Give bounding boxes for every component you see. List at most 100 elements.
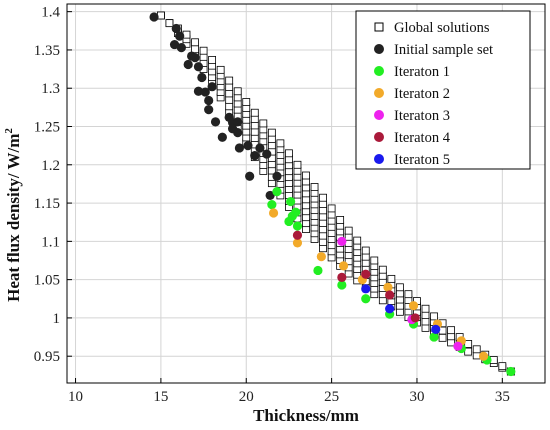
- global-solution-marker: [336, 216, 345, 224]
- point-iteraton-4: [292, 230, 303, 240]
- global-solution-marker: [293, 160, 302, 169]
- point-iteraton-2: [383, 282, 393, 292]
- point-iteraton-2: [478, 351, 489, 361]
- point-initial-sample-set: [217, 132, 227, 142]
- point-iteraton-1: [361, 294, 371, 304]
- point-initial-sample-set: [171, 23, 181, 34]
- y-axis-title: Heat flux density/ W/m2: [3, 128, 23, 302]
- global-solution-marker: [165, 19, 174, 28]
- point-iteraton-5: [361, 284, 371, 294]
- tick-layer: 10 15 20 25 30 35 0.95 1 1.05 1.1 1.15 1.2 1.25 1.3 1.…: [34, 5, 510, 405]
- y-tick-label: 1.15: [34, 196, 60, 212]
- global-solution-marker: [353, 236, 362, 245]
- global-solution-marker: [421, 304, 430, 313]
- y-tick-label: 1.05: [34, 273, 60, 289]
- point-iteraton-2: [292, 238, 303, 248]
- legend-label-iteraton-1: Iteraton 1: [394, 64, 450, 80]
- legend-label-iteraton-3: Iteraton 3: [394, 108, 450, 124]
- point-initial-sample-set: [204, 105, 214, 115]
- y-tick-label: 1.25: [34, 120, 60, 136]
- point-iteraton-4: [385, 290, 395, 300]
- global-solution-marker: [438, 333, 447, 342]
- x-axis-title: Thickness/mm: [253, 406, 359, 425]
- point-iteraton-1: [506, 366, 516, 377]
- global-solution-marker: [447, 326, 456, 335]
- legend-marker-iteraton-2: [374, 88, 384, 98]
- legend-label-iteraton-4: Iteraton 4: [394, 130, 451, 146]
- y-tick-label: 1.4: [41, 5, 60, 21]
- global-solution-marker: [421, 317, 430, 326]
- point-iteraton-1: [272, 186, 282, 197]
- point-iteraton-2: [316, 252, 326, 262]
- point-initial-sample-set: [210, 117, 221, 127]
- point-iteraton-1: [292, 221, 303, 231]
- global-solution-marker: [225, 102, 234, 111]
- legend-label-iteraton-5: Iteraton 5: [394, 152, 450, 168]
- global-solution-marker: [472, 345, 481, 354]
- legend-marker-iteraton-1: [374, 66, 384, 76]
- global-solution-marker: [404, 290, 413, 299]
- global-solution-marker: [378, 265, 387, 274]
- global-solution-marker: [259, 119, 268, 128]
- point-initial-sample-set: [255, 143, 265, 153]
- y-axis-title-superscript: 2: [3, 128, 15, 134]
- y-tick-label: 1.35: [34, 43, 60, 59]
- point-iteraton-5: [431, 324, 441, 335]
- point-initial-sample-set: [243, 141, 253, 151]
- point-iteraton-4: [337, 272, 347, 282]
- y-tick-label: 1.2: [41, 158, 60, 174]
- point-initial-sample-set: [190, 52, 200, 63]
- global-solution-marker: [370, 256, 379, 265]
- global-solution-marker: [430, 312, 438, 321]
- x-tick-label: 10: [68, 389, 83, 405]
- point-initial-sample-set: [149, 12, 159, 22]
- global-solution-marker: [225, 83, 234, 91]
- point-iteraton-4: [361, 269, 371, 279]
- legend-label-initial-sample-set: Initial sample set: [394, 42, 493, 58]
- point-iteraton-1: [429, 332, 439, 342]
- global-solution-marker: [302, 171, 310, 180]
- global-solution-marker: [216, 65, 225, 74]
- legend-box: [355, 10, 531, 170]
- x-tick-label: 15: [153, 389, 168, 405]
- y-tick-label: 1.3: [41, 81, 60, 97]
- point-initial-sample-set: [272, 171, 282, 181]
- global-solution-marker: [310, 183, 319, 191]
- sample-points-layer: [149, 12, 516, 377]
- legend-items: Global solutions Initial sample set Iterat…: [374, 20, 493, 168]
- global-solution-marker: [208, 55, 217, 64]
- point-initial-sample-set: [204, 95, 214, 106]
- global-solution-marker: [225, 89, 234, 98]
- x-tick-label: 20: [239, 389, 254, 405]
- x-tick-label: 35: [495, 389, 510, 405]
- y-tick-label: 1: [53, 311, 61, 327]
- global-solution-marker: [327, 204, 336, 213]
- point-initial-sample-set: [234, 143, 245, 153]
- global-solution-marker: [395, 283, 404, 292]
- global-solution-marker: [387, 274, 396, 283]
- legend-label-iteraton-2: Iteraton 2: [394, 86, 450, 102]
- legend-marker-global-solutions: [374, 22, 384, 32]
- legend-marker-initial-sample-set: [374, 44, 384, 54]
- y-axis-title-text: Heat flux density/ W/m: [4, 134, 23, 302]
- global-solution-marker: [421, 323, 430, 332]
- point-initial-sample-set: [176, 43, 186, 53]
- point-iteraton-2: [338, 261, 349, 271]
- global-solution-marker: [285, 149, 293, 158]
- global-solution-marker: [242, 98, 251, 106]
- point-iteraton-2: [408, 301, 419, 311]
- plot-frame: [66, 3, 546, 384]
- global-solution-marker: [191, 38, 199, 47]
- y-tick-label: 0.95: [34, 349, 60, 365]
- global-solution-marker: [498, 362, 507, 371]
- global-solution-marker: [421, 311, 430, 320]
- point-iteraton-1: [313, 265, 323, 276]
- global-solution-marker: [344, 226, 353, 235]
- point-initial-sample-set: [245, 171, 255, 181]
- point-iteraton-2: [268, 208, 279, 218]
- global-solution-marker: [276, 139, 285, 148]
- global-solution-marker: [250, 108, 259, 117]
- point-initial-sample-set: [262, 149, 272, 159]
